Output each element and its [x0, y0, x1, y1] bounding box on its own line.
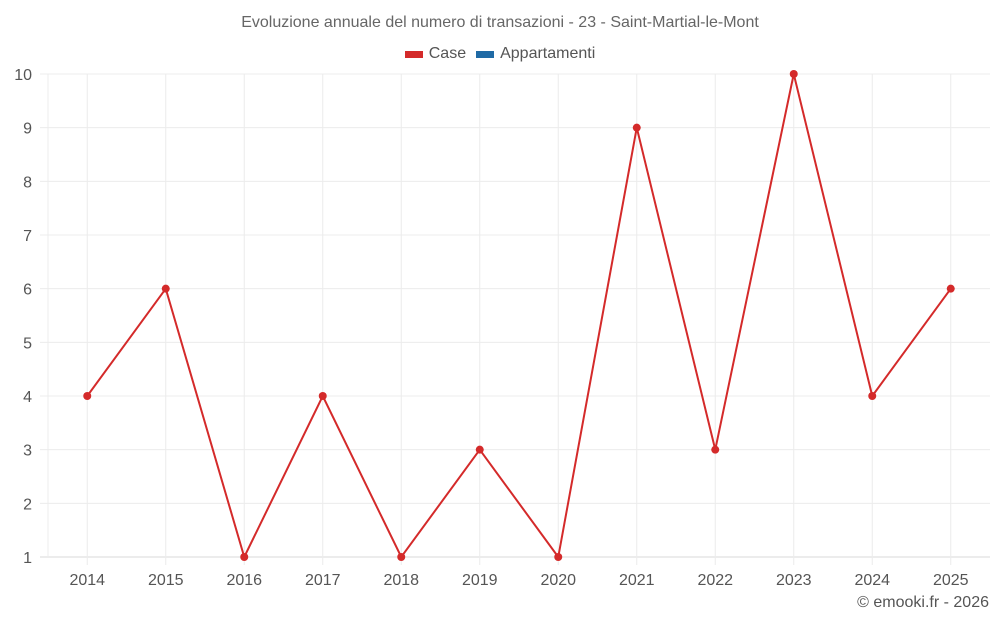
data-point[interactable] — [711, 445, 720, 454]
data-point[interactable] — [946, 284, 955, 293]
x-tick-label: 2014 — [69, 572, 105, 589]
legend-label-case: Case — [428, 45, 467, 62]
x-tick-label: 2020 — [540, 572, 576, 589]
y-tick-label: 5 — [23, 335, 32, 352]
data-point[interactable] — [789, 70, 798, 78]
grid-lines — [40, 73, 990, 565]
legend-swatch-case — [404, 50, 423, 58]
x-tick-label: 2024 — [854, 572, 890, 589]
x-tick-label: 2017 — [305, 572, 341, 589]
series-line — [86, 73, 952, 560]
x-tick-label: 2025 — [933, 572, 969, 589]
data-point[interactable] — [397, 553, 406, 561]
chart-title: Evoluzione annuale del numero di transaz… — [241, 14, 759, 31]
x-tick-label: 2016 — [226, 572, 262, 589]
legend-label-appartamenti: Appartamenti — [500, 45, 596, 62]
legend-item-case[interactable]: Case — [404, 45, 467, 63]
y-tick-label: 3 — [23, 443, 32, 460]
x-tick-label: 2022 — [697, 572, 733, 589]
y-axis: 1 2 3 4 5 6 7 8 9 10 — [14, 67, 32, 567]
series-case — [83, 70, 955, 561]
y-tick-label: 10 — [14, 67, 32, 84]
legend-swatch-appartamenti — [476, 50, 495, 58]
x-tick-label: 2023 — [776, 572, 812, 589]
data-point[interactable] — [554, 553, 563, 561]
x-tick-label: 2019 — [462, 572, 498, 589]
data-point[interactable] — [318, 392, 327, 400]
x-tick-label: 2015 — [148, 572, 184, 589]
y-tick-label: 8 — [23, 174, 32, 191]
y-tick-label: 6 — [23, 282, 32, 299]
data-point[interactable] — [632, 123, 641, 132]
y-tick-label: 9 — [23, 121, 32, 138]
y-tick-label: 4 — [23, 389, 32, 406]
y-tick-label: 7 — [23, 228, 32, 245]
credit-text: © emooki.fr - 2026 — [857, 594, 989, 611]
legend-item-appartamenti[interactable]: Appartamenti — [476, 45, 595, 63]
x-tick-label: 2021 — [619, 572, 655, 589]
data-point[interactable] — [83, 392, 92, 400]
data-point[interactable] — [240, 553, 249, 561]
data-point[interactable] — [475, 445, 484, 454]
x-tick-label: 2018 — [383, 572, 419, 589]
data-point[interactable] — [161, 284, 170, 293]
x-axis: 2014 2015 2016 2017 2018 2019 2020 2021 2022 2023… — [69, 572, 968, 589]
y-tick-label: 2 — [23, 496, 32, 513]
y-tick-label: 1 — [23, 550, 32, 567]
data-point[interactable] — [868, 392, 877, 400]
chart-legend: Case Appartamenti — [0, 45, 1000, 63]
